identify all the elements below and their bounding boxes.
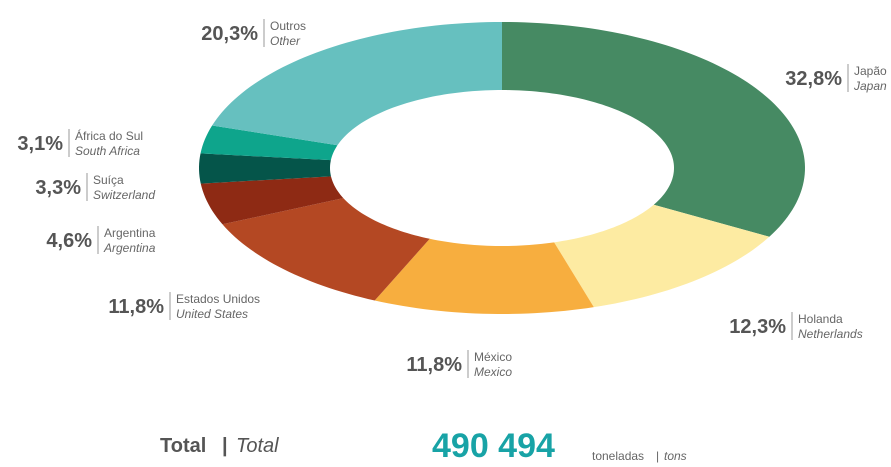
category-label-en: Switzerland — [93, 188, 155, 202]
value-label: 12,3% — [729, 316, 786, 338]
slice — [200, 125, 338, 161]
category-label-en: Other — [270, 34, 301, 48]
category-label: Holanda — [798, 312, 843, 326]
category-label: Japão — [854, 64, 887, 78]
category-label-en: South Africa — [75, 144, 140, 158]
slice — [502, 22, 805, 237]
slice — [212, 22, 502, 146]
unit: toneladas — [592, 449, 644, 463]
value-label: 3,1% — [17, 133, 63, 155]
slice — [199, 153, 331, 184]
category-label: África do Sul — [75, 128, 143, 143]
category-label-en: Japan — [853, 79, 887, 93]
slice — [374, 238, 594, 314]
unit-en: tons — [664, 449, 687, 463]
value-label: 32,8% — [785, 68, 842, 90]
category-label: Outros — [270, 19, 306, 33]
value-label: 20,3% — [201, 23, 258, 45]
category-label-en: United States — [176, 307, 248, 321]
value-label: 3,3% — [35, 177, 81, 199]
value-label: 4,6% — [46, 230, 92, 252]
value-label: 11,8% — [108, 296, 164, 318]
separator: | — [222, 435, 228, 457]
total-label: Total — [160, 435, 206, 457]
value-label: 11,8% — [406, 354, 462, 376]
total-value: 490 494 — [432, 427, 555, 465]
unit-separator: | — [656, 449, 659, 463]
footer: Total | Total 490 494 toneladas | tons — [160, 427, 687, 465]
slice — [200, 176, 344, 225]
category-label-en: Netherlands — [798, 327, 863, 341]
category-label: Estados Unidos — [176, 292, 260, 306]
category-label: Argentina — [104, 226, 156, 240]
category-label: México — [474, 350, 512, 364]
category-label-en: Mexico — [474, 365, 512, 379]
total-label-en: Total — [236, 435, 279, 457]
slice — [222, 198, 430, 301]
slice — [554, 204, 770, 308]
category-label-en: Argentina — [103, 241, 156, 255]
category-label: Suíça — [93, 173, 124, 187]
